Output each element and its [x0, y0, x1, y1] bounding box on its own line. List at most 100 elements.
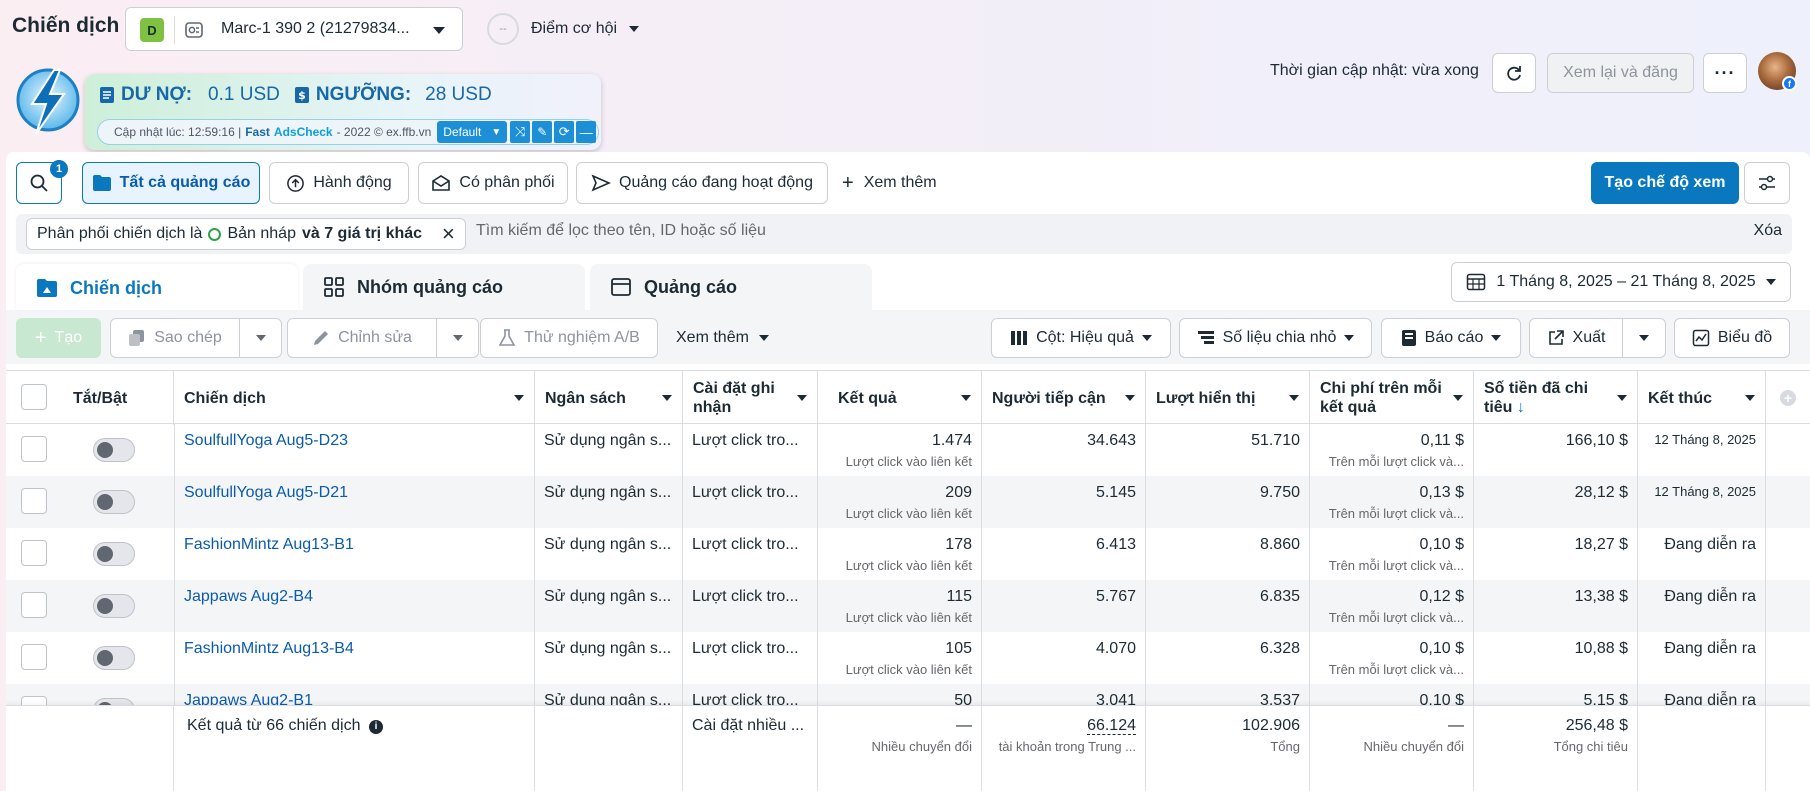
- cost-per-result-value: 0,10 $: [1419, 692, 1464, 709]
- column-header-reach[interactable]: Người tiếp cận: [982, 371, 1146, 425]
- tab-campaigns[interactable]: Chiến dịch: [16, 264, 298, 312]
- export-button[interactable]: Xuất: [1529, 318, 1623, 358]
- charts-label: Biểu đồ: [1717, 329, 1773, 346]
- chevron-down-icon: [662, 395, 672, 401]
- campaign-name-link[interactable]: Jappaws Aug2-B4: [184, 588, 313, 605]
- more-actions-button[interactable]: Xem thêm: [676, 318, 769, 358]
- edit-icon[interactable]: ✎: [532, 121, 553, 143]
- attribution-cell: Lượt click tro...: [683, 476, 818, 528]
- actions-filter-button[interactable]: Hành động: [269, 162, 409, 204]
- minimize-icon[interactable]: —: [576, 121, 597, 143]
- column-header-cost-per-result[interactable]: Chi phí trên mỗi kết quả: [1310, 371, 1474, 425]
- column-header-impressions[interactable]: Lượt hiển thị: [1146, 371, 1310, 425]
- duplicate-button[interactable]: Sao chép: [110, 318, 240, 358]
- chevron-down-icon: [1141, 335, 1152, 341]
- campaign-name-link[interactable]: FashionMintz Aug13-B4: [184, 640, 354, 657]
- report-icon: [1401, 330, 1416, 346]
- column-header-campaign[interactable]: Chiến dịch: [174, 371, 535, 425]
- row-checkbox[interactable]: [21, 540, 47, 566]
- view-settings-button[interactable]: [1744, 162, 1790, 204]
- close-icon[interactable]: ×: [442, 221, 455, 246]
- campaign-cell: FashionMintz Aug13-B1: [174, 528, 535, 580]
- clear-filters-button[interactable]: Xóa: [1753, 222, 1782, 239]
- ends-cell: Đang diễn ra: [1638, 528, 1766, 580]
- more-filters-button[interactable]: + Xem thêm: [842, 162, 937, 204]
- ends-value: Đang diễn ra: [1664, 536, 1756, 553]
- create-button[interactable]: + Tạo: [16, 318, 101, 358]
- active-ads-filter-button[interactable]: Quảng cáo đang hoạt động: [576, 162, 828, 204]
- account-selector[interactable]: D Marc-1 390 2 (21279834...: [125, 7, 463, 51]
- shuffle-icon[interactable]: ⤨: [510, 121, 531, 143]
- duplicate-dropdown[interactable]: [239, 318, 282, 358]
- attribution-cell: Lượt click tro...: [683, 632, 818, 684]
- filter-search-input[interactable]: Tìm kiếm để lọc theo tên, ID hoặc số liệ…: [476, 222, 766, 239]
- columns-button[interactable]: Cột: Hiệu quả: [991, 318, 1171, 358]
- column-header-ends[interactable]: Kết thúc: [1638, 371, 1766, 425]
- opportunity-score[interactable]: -- Điểm cơ hội: [487, 12, 640, 46]
- ends-value: Đang diễn ra: [1664, 640, 1756, 657]
- draft-status-icon: [208, 227, 222, 241]
- tab-ad-sets[interactable]: Nhóm quảng cáo: [303, 264, 585, 310]
- amount-spent-cell: 166,10 $: [1474, 424, 1638, 476]
- campaign-name-link[interactable]: SoulfullYoga Aug5-D21: [184, 484, 348, 501]
- more-options-button[interactable]: ···: [1703, 53, 1747, 93]
- campaign-cell: SoulfullYoga Aug5-D23: [174, 424, 535, 476]
- campaign-toggle[interactable]: [93, 646, 135, 670]
- table-row[interactable]: FashionMintz Aug13-B1 Sử dụng ngân s... Lư…: [6, 528, 1810, 580]
- info-icon[interactable]: i: [368, 719, 383, 734]
- action-toolbar: + Tạo Sao chép Chỉnh sửa Thử nghiệm A/B …: [6, 310, 1810, 364]
- delivery-filter-chip[interactable]: Phân phối chiến dịch là Bản nháp và 7 gi…: [26, 218, 466, 250]
- row-checkbox[interactable]: [21, 436, 47, 462]
- delivered-filter-button[interactable]: Có phân phối: [418, 162, 568, 204]
- campaign-toggle[interactable]: [93, 594, 135, 618]
- review-publish-button[interactable]: Xem lại và đăng: [1547, 53, 1694, 93]
- table-row[interactable]: Jappaws Aug2-B4 Sử dụng ngân s... Lượt cli…: [6, 580, 1810, 632]
- impressions-cell: 8.860: [1146, 528, 1310, 580]
- table-row[interactable]: SoulfullYoga Aug5-D21 Sử dụng ngân s... Lư…: [6, 476, 1810, 528]
- campaign-toggle[interactable]: [93, 438, 135, 462]
- table-row[interactable]: SoulfullYoga Aug5-D23 Sử dụng ngân s... Lư…: [6, 424, 1810, 476]
- select-all-checkbox[interactable]: [21, 384, 47, 410]
- all-ads-filter-button[interactable]: Tất cả quảng cáo: [82, 162, 260, 204]
- column-header-attribution[interactable]: Cài đặt ghi nhận: [683, 371, 818, 425]
- row-checkbox[interactable]: [21, 644, 47, 670]
- account-name: Marc-1 390 2 (21279834...: [221, 20, 410, 37]
- ends-cell: 12 Tháng 8, 2025: [1638, 424, 1766, 476]
- reports-button[interactable]: Báo cáo: [1381, 318, 1521, 358]
- table-row[interactable]: FashionMintz Aug13-B4 Sử dụng ngân s... Lư…: [6, 632, 1810, 684]
- row-checkbox[interactable]: [21, 488, 47, 514]
- edit-button[interactable]: Chỉnh sửa: [287, 318, 437, 358]
- campaign-name-link[interactable]: Jappaws Aug2-B1: [184, 692, 313, 709]
- export-dropdown[interactable]: [1622, 318, 1666, 358]
- impressions-value: 8.860: [1259, 536, 1300, 553]
- tab-ads[interactable]: Quảng cáo: [590, 264, 872, 310]
- edit-dropdown[interactable]: [436, 318, 479, 358]
- mode-select[interactable]: Default ▼: [437, 121, 508, 143]
- column-header-results[interactable]: Kết quả: [818, 371, 982, 425]
- ab-test-button[interactable]: Thử nghiệm A/B: [480, 318, 658, 358]
- add-column-button[interactable]: +: [1766, 371, 1810, 425]
- plus-icon: +: [34, 326, 47, 349]
- charts-button[interactable]: Biểu đồ: [1674, 318, 1790, 358]
- row-checkbox[interactable]: [21, 592, 47, 618]
- date-range-picker[interactable]: 1 Tháng 8, 2025 – 21 Tháng 8, 2025: [1451, 262, 1791, 302]
- campaign-toggle[interactable]: [93, 542, 135, 566]
- campaign-name-link[interactable]: FashionMintz Aug13-B1: [184, 536, 354, 553]
- create-view-button[interactable]: Tạo chế độ xem: [1591, 162, 1739, 204]
- column-header-cost-per-result-label: Chi phí trên mỗi kết quả: [1320, 380, 1442, 416]
- impressions-cell: 51.710: [1146, 424, 1310, 476]
- results-value: 209: [945, 484, 972, 501]
- sync-icon[interactable]: ⟳: [554, 121, 575, 143]
- cost-per-result-value: 0,11 $: [1420, 432, 1464, 449]
- cost-per-result-type: Trên mỗi lượt click và...: [1328, 662, 1464, 677]
- column-header-amount-spent[interactable]: Số tiền đã chi tiêu ↓: [1474, 371, 1638, 425]
- refresh-button[interactable]: [1492, 53, 1536, 93]
- cost-per-result-type: Trên mỗi lượt click và...: [1328, 454, 1464, 469]
- breakdown-button[interactable]: Số liệu chia nhỏ: [1179, 318, 1372, 358]
- column-header-budget[interactable]: Ngân sách: [535, 371, 683, 425]
- chevron-down-icon: [1765, 279, 1776, 285]
- column-header-toggle[interactable]: Tắt/Bật: [61, 371, 174, 425]
- campaign-name-link[interactable]: SoulfullYoga Aug5-D23: [184, 432, 348, 449]
- campaign-toggle[interactable]: [93, 490, 135, 514]
- ends-value: Đang diễn ra: [1664, 588, 1756, 605]
